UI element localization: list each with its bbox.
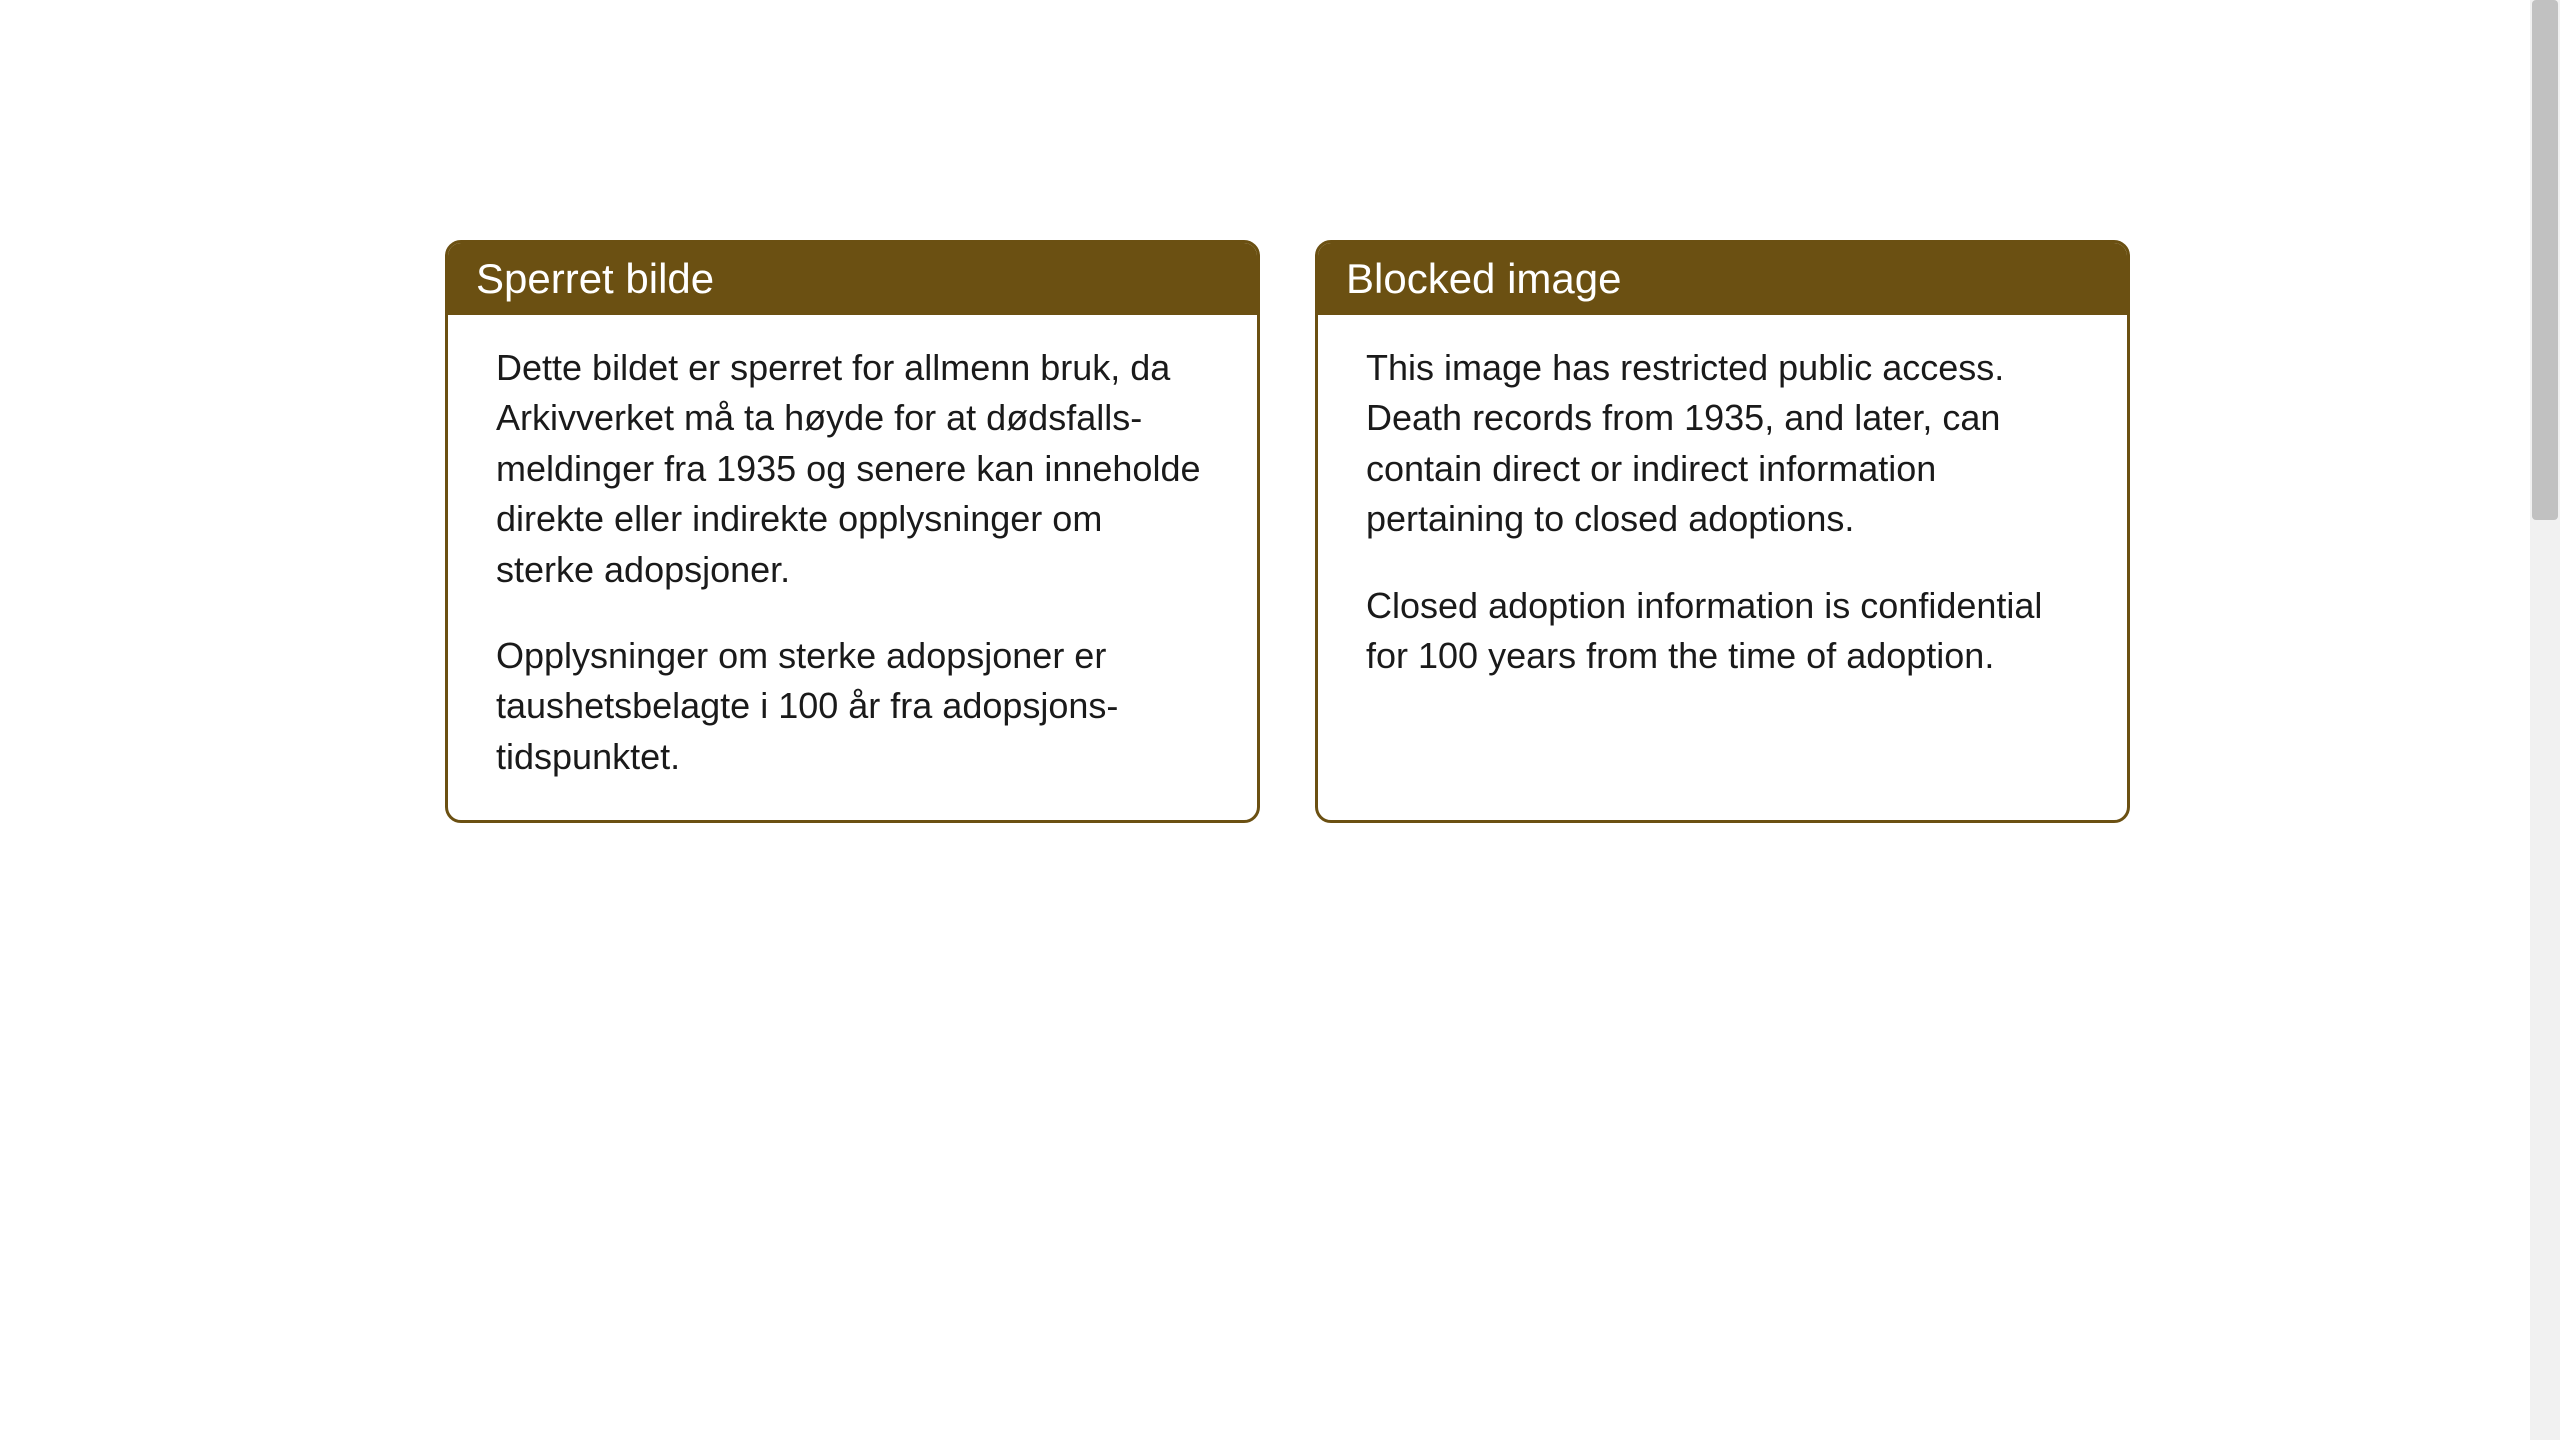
norwegian-card-title: Sperret bilde	[476, 255, 714, 302]
english-paragraph-1: This image has restricted public access.…	[1366, 343, 2079, 545]
scrollbar-thumb[interactable]	[2532, 0, 2558, 520]
english-card-body: This image has restricted public access.…	[1318, 315, 2127, 719]
norwegian-card-body: Dette bildet er sperret for allmenn bruk…	[448, 315, 1257, 820]
norwegian-paragraph-2: Opplysninger om sterke adopsjoner er tau…	[496, 631, 1209, 782]
norwegian-card-header: Sperret bilde	[448, 243, 1257, 315]
norwegian-paragraph-1: Dette bildet er sperret for allmenn bruk…	[496, 343, 1209, 595]
cards-container: Sperret bilde Dette bildet er sperret fo…	[445, 240, 2130, 823]
norwegian-card: Sperret bilde Dette bildet er sperret fo…	[445, 240, 1260, 823]
english-paragraph-2: Closed adoption information is confident…	[1366, 581, 2079, 682]
scrollbar-track[interactable]	[2530, 0, 2560, 1440]
english-card: Blocked image This image has restricted …	[1315, 240, 2130, 823]
english-card-header: Blocked image	[1318, 243, 2127, 315]
english-card-title: Blocked image	[1346, 255, 1621, 302]
